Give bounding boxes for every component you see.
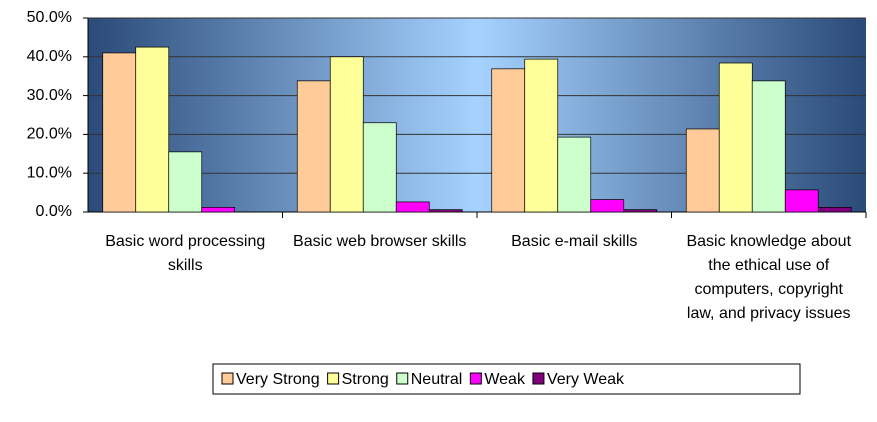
legend-label: Strong [342,371,389,388]
y-tick-label: 30.0% [27,87,72,104]
bar [751,80,786,213]
bar [557,136,592,213]
y-tick-label: 20.0% [27,126,72,143]
bar [135,46,170,213]
x-tick-label: Basic knowledge about the ethical use of c… [686,233,851,322]
bar [329,56,364,213]
legend-swatch [221,372,234,385]
x-tick-label: Basic word processing skills [105,233,265,274]
legend-label: Neutral [411,371,463,388]
legend-swatch [469,372,482,385]
bar [201,206,236,213]
bar [817,206,852,213]
bar [362,122,397,213]
y-tick-label: 40.0% [27,48,72,65]
bar [395,201,430,213]
x-tick-label: Basic web browser skills [293,233,466,250]
y-tick-label: 50.0% [27,9,72,26]
legend-label: Very Strong [236,371,320,388]
bar [524,58,559,213]
bar [685,128,720,213]
x-tick-label: Basic e-mail skills [511,233,637,250]
legend-label: Weak [484,371,526,388]
bar [590,199,625,213]
bar [102,52,137,213]
legend-swatch [327,372,340,385]
bar [784,189,819,213]
bar [491,68,526,213]
legend-swatch [532,372,545,385]
y-tick-label: 10.0% [27,164,72,181]
bar [623,209,658,213]
y-tick-label: 0.0% [36,203,72,220]
legend-swatch [396,372,409,385]
bar [428,209,463,213]
bar [296,80,331,213]
legend-box [212,363,801,395]
bar [718,62,753,213]
legend-label: Very Weak [547,371,625,388]
bar [168,151,203,213]
